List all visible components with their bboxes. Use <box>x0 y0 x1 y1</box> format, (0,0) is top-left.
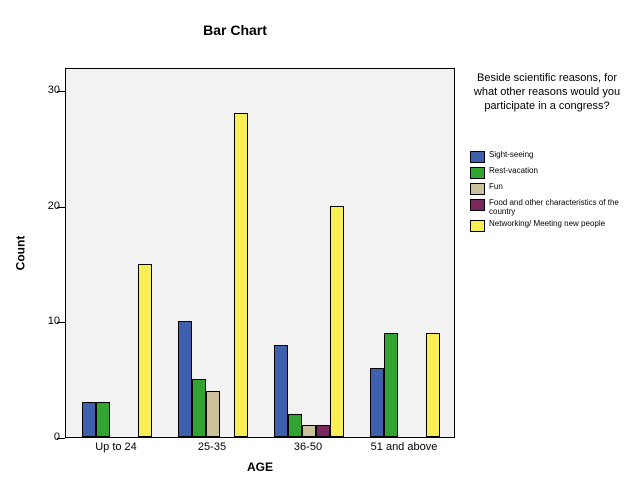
y-tick-label: 10 <box>30 315 60 327</box>
x-tick-label: Up to 24 <box>71 441 161 453</box>
y-tick-mark <box>57 207 65 208</box>
y-tick-label: 20 <box>30 200 60 212</box>
bar <box>138 264 152 437</box>
chart-page: Bar Chart Count 0 10 20 30 Up to 24 25-35 36-… <box>0 0 627 502</box>
y-axis-label: Count <box>10 68 30 438</box>
y-tick-label: 30 <box>30 84 60 96</box>
bar <box>288 414 302 437</box>
bar <box>370 368 384 437</box>
x-axis-label: AGE <box>65 460 455 474</box>
x-tick-label: 51 and above <box>359 441 449 453</box>
legend-item: Fun <box>470 182 625 195</box>
y-tick-mark <box>57 91 65 92</box>
bar <box>316 425 330 437</box>
legend-item: Food and other characteristics of the co… <box>470 198 625 216</box>
bar <box>178 321 192 437</box>
bar <box>82 402 96 437</box>
chart-title: Bar Chart <box>0 22 470 38</box>
legend-label: Rest-vacation <box>489 166 538 175</box>
legend-swatch <box>470 220 485 232</box>
legend-swatch <box>470 151 485 163</box>
bar <box>234 113 248 437</box>
bar <box>330 206 344 437</box>
y-tick-label: 0 <box>30 431 60 443</box>
legend: Sight-seeing Rest-vacation Fun Food and oth… <box>470 150 625 235</box>
bar <box>384 333 398 437</box>
legend-label: Sight-seeing <box>489 150 533 159</box>
x-tick-label: 36-50 <box>263 441 353 453</box>
bar <box>302 425 316 437</box>
y-tick-mark <box>57 322 65 323</box>
legend-item: Networking/ Meeting new people <box>470 219 625 232</box>
plot-area <box>65 68 455 438</box>
legend-title: Beside scientific reasons, for what othe… <box>473 72 621 113</box>
legend-item: Sight-seeing <box>470 150 625 163</box>
legend-swatch <box>470 183 485 195</box>
legend-swatch <box>470 167 485 179</box>
y-tick-mark <box>57 438 65 439</box>
legend-label: Networking/ Meeting new people <box>489 219 605 228</box>
bar <box>274 345 288 438</box>
x-tick-label: 25-35 <box>167 441 257 453</box>
bar <box>426 333 440 437</box>
bar <box>96 402 110 437</box>
legend-label: Food and other characteristics of the co… <box>489 198 625 216</box>
y-axis-label-text: Count <box>13 236 27 271</box>
bar <box>206 391 220 437</box>
legend-item: Rest-vacation <box>470 166 625 179</box>
legend-swatch <box>470 199 485 211</box>
legend-label: Fun <box>489 182 503 191</box>
bar <box>192 379 206 437</box>
